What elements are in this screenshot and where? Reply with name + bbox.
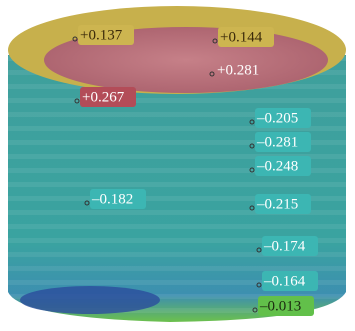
deviation-label: +0.267 bbox=[82, 89, 125, 105]
deviation-label: –0.205 bbox=[256, 110, 298, 126]
page: {"labels": [ {"text": "+0.137", "tone": … bbox=[0, 0, 355, 331]
deviation-label: +0.281 bbox=[217, 62, 259, 78]
deviation-scan: +0.137 +0.144 +0.281 +0.267 –0.205 –0.281 –0.2… bbox=[0, 0, 355, 331]
deviation-label: –0.215 bbox=[256, 196, 298, 212]
deviation-label: +0.144 bbox=[220, 29, 263, 45]
deviation-label: –0.281 bbox=[256, 134, 298, 150]
deviation-label: –0.164 bbox=[263, 273, 306, 289]
deviation-label: –0.182 bbox=[91, 191, 133, 207]
deviation-label: –0.248 bbox=[256, 158, 298, 174]
deviation-label: +0.137 bbox=[80, 27, 123, 43]
deviation-label: –0.013 bbox=[259, 298, 301, 314]
deviation-label: –0.174 bbox=[263, 238, 306, 254]
